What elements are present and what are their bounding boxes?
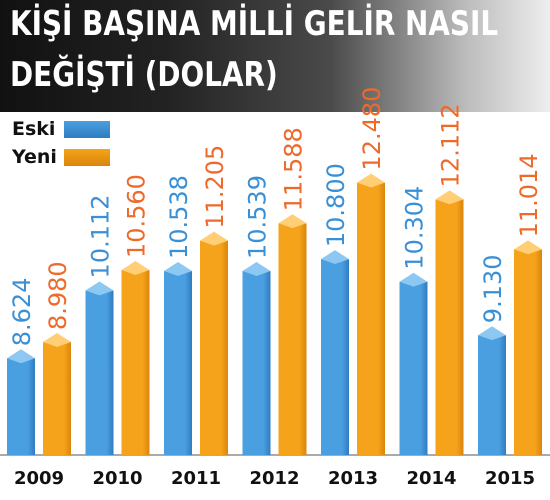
data-label-eski-2012: 10.539 — [244, 175, 272, 259]
x-tick-label-2009: 2009 — [14, 468, 64, 489]
bar-eski-2010 — [85, 281, 114, 455]
bar-eski-2015 — [478, 326, 506, 455]
bar-eski-2013 — [321, 250, 349, 455]
x-tick-label-2011: 2011 — [171, 468, 221, 489]
data-label-yeni-2014: 12.112 — [437, 103, 465, 187]
chart-title-line-2: DEĞİŞTİ (DOLAR) — [10, 55, 278, 95]
data-label-yeni-2013: 12.480 — [358, 87, 386, 171]
data-label-eski-2014: 10.304 — [401, 186, 429, 270]
data-label-eski-2011: 10.538 — [165, 175, 193, 259]
legend-label-yeni: Yeni — [12, 146, 57, 168]
legend-label-eski: Eski — [12, 118, 56, 140]
data-label-yeni-2009: 8.980 — [44, 261, 72, 330]
bar-yeni-2015 — [514, 240, 542, 455]
data-label-yeni-2015: 11.014 — [515, 153, 543, 237]
data-label-eski-2010: 10.112 — [87, 194, 115, 278]
x-tick-label-2010: 2010 — [92, 468, 142, 489]
data-label-yeni-2010: 10.560 — [123, 174, 151, 258]
data-label-yeni-2011: 11.205 — [201, 145, 229, 229]
x-tick-label-2013: 2013 — [328, 468, 378, 489]
legend-item-yeni: Yeni — [12, 145, 132, 169]
bar-eski-2012 — [242, 262, 271, 455]
legend-item-eski: Eski — [12, 117, 132, 141]
legend-swatch-yeni — [64, 149, 110, 166]
data-label-eski-2015: 9.130 — [479, 254, 507, 323]
data-label-eski-2013: 10.800 — [322, 163, 350, 247]
bar-eski-2011 — [164, 262, 192, 455]
x-tick-label-2012: 2012 — [249, 468, 299, 489]
x-tick-label-2014: 2014 — [406, 468, 456, 489]
bar-eski-2009 — [7, 349, 35, 455]
data-label-yeni-2012: 11.588 — [280, 127, 308, 211]
bar-yeni-2014 — [435, 190, 464, 455]
data-label-eski-2009: 8.624 — [8, 278, 36, 347]
bar-yeni-2013 — [357, 173, 385, 456]
bar-yeni-2012 — [278, 214, 307, 455]
legend-swatch-eski — [64, 121, 110, 138]
bar-yeni-2009 — [43, 333, 71, 455]
bar-yeni-2010 — [121, 261, 150, 455]
bar-yeni-2011 — [200, 231, 228, 455]
chart-title-line-1: KİŞİ BAŞINA MİLLİ GELİR NASIL — [10, 4, 499, 44]
title-banner: KİŞİ BAŞINA MİLLİ GELİR NASIL DEĞİŞTİ (D… — [0, 0, 550, 112]
bar-eski-2014 — [399, 272, 428, 455]
x-tick-label-2015: 2015 — [485, 468, 535, 489]
